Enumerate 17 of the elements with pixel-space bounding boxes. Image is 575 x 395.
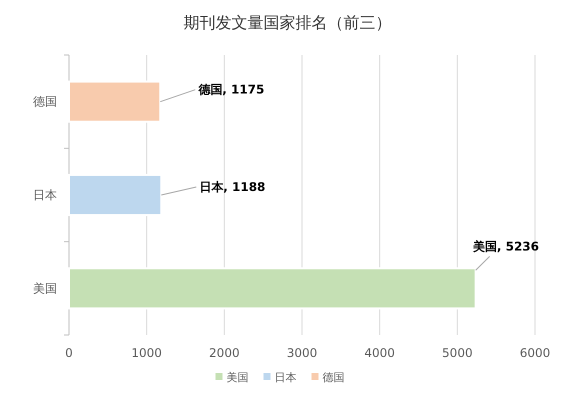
- y-tick-label: 美国: [33, 281, 57, 296]
- legend-label: 德国: [322, 371, 344, 384]
- x-tick-label: 4000: [364, 346, 395, 360]
- chart-title: 期刊发文量国家排名（前三）: [184, 13, 392, 32]
- x-tick-label: 1000: [131, 346, 162, 360]
- x-tick-label: 0: [65, 346, 73, 360]
- legend-label: 日本: [274, 371, 296, 384]
- y-tick-label: 德国: [33, 94, 57, 109]
- data-label: 美国, 5236: [472, 239, 539, 254]
- x-tick-label: 6000: [520, 346, 550, 360]
- y-tick-label: 日本: [33, 188, 57, 202]
- x-tick-label: 2000: [209, 346, 240, 360]
- data-label: 日本, 1188: [199, 180, 266, 194]
- x-tick-label: 3000: [286, 346, 318, 360]
- x-tick-label: 5000: [442, 346, 473, 360]
- data-label: 德国, 1175: [197, 82, 264, 97]
- legend-label: 美国: [226, 371, 248, 384]
